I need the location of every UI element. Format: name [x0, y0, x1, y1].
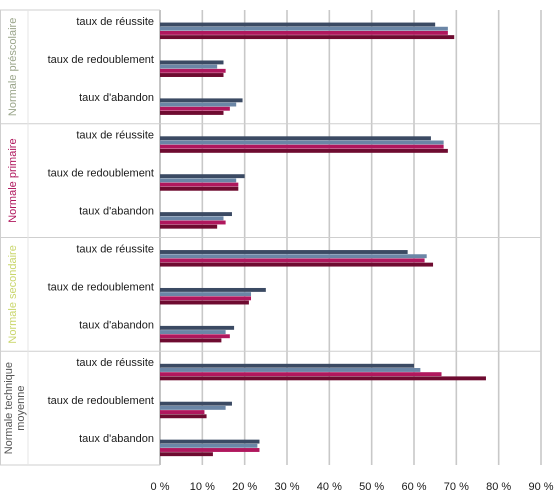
- bar: [160, 212, 232, 217]
- group-separators: [0, 9, 541, 466]
- bar: [160, 35, 455, 40]
- bar: [160, 224, 218, 229]
- group-label-line: moyenne: [15, 385, 27, 430]
- x-tick-label: 30 %: [274, 481, 299, 493]
- row-label: taux de redoublement: [48, 168, 154, 180]
- bar: [160, 300, 249, 305]
- row-label: taux d'abandon: [79, 92, 154, 104]
- bar: [160, 414, 207, 419]
- group-label: Normale préscolaire: [7, 18, 19, 116]
- bar: [160, 178, 237, 183]
- bar: [160, 174, 245, 179]
- bar: [160, 182, 239, 187]
- bar: [160, 136, 431, 141]
- group-label-line: Normale technique: [3, 362, 15, 454]
- bar: [160, 334, 230, 339]
- row-label: taux de redoublement: [48, 281, 154, 293]
- bar: [160, 376, 486, 381]
- bar: [160, 254, 427, 259]
- bar: [160, 140, 444, 145]
- row-label: taux de réussite: [76, 243, 154, 255]
- x-tick-label: 90 %: [528, 481, 553, 493]
- bar: [160, 186, 239, 191]
- bar: [160, 368, 421, 372]
- bar: [160, 325, 235, 330]
- x-tick-label: 70 %: [444, 481, 469, 493]
- bar: [160, 439, 260, 444]
- row-label: taux d'abandon: [79, 206, 154, 218]
- bar: [160, 250, 408, 254]
- bar: [160, 73, 224, 77]
- category-labels: Normale préscolaire taux de réussite taux …: [3, 16, 154, 454]
- bar: [160, 410, 205, 415]
- x-tick-label: 60 %: [401, 481, 426, 493]
- bar: [160, 106, 230, 111]
- bars: [160, 22, 486, 457]
- bar: [160, 110, 224, 115]
- bar: [160, 258, 425, 263]
- bar: [160, 296, 252, 301]
- row-label: taux de redoublement: [48, 54, 154, 66]
- bar: [160, 30, 448, 35]
- x-tick-label: 40 %: [317, 481, 342, 493]
- bar: [160, 98, 243, 103]
- x-tick-label: 20 %: [232, 481, 257, 493]
- row-label: taux de réussite: [76, 357, 154, 369]
- bar: [160, 26, 448, 31]
- x-tick-label: 0 %: [151, 481, 170, 493]
- x-axis-ticks: 0 % 10 % 20 % 30 % 40 % 50 % 60 % 70 % 80 % 90 %: [151, 481, 554, 493]
- bar: [160, 144, 444, 149]
- bar: [160, 148, 448, 153]
- bar: [160, 22, 436, 27]
- x-tick-label: 80 %: [486, 481, 511, 493]
- row-label: taux d'abandon: [79, 433, 154, 445]
- group-label: Normale primaire: [7, 138, 19, 222]
- row-label: taux d'abandon: [79, 319, 154, 331]
- bar: [160, 372, 442, 377]
- bar: [160, 330, 226, 334]
- bar: [160, 287, 266, 292]
- bar: [160, 448, 260, 452]
- bar: [160, 262, 434, 267]
- row-label: taux de redoublement: [48, 395, 154, 407]
- bar: [160, 220, 226, 225]
- bar: [160, 443, 258, 448]
- row-label: taux de réussite: [76, 16, 154, 28]
- bar: [160, 452, 213, 457]
- row-label: taux de réussite: [76, 130, 154, 142]
- bar: [160, 363, 414, 368]
- x-tick-label: 10 %: [190, 481, 215, 493]
- bar: [160, 401, 232, 406]
- bar: [160, 216, 224, 221]
- bar: [160, 405, 226, 410]
- x-tick-label: 50 %: [359, 481, 384, 493]
- group-label: Normale techniquemoyenne: [3, 362, 27, 454]
- bar: [160, 60, 224, 65]
- bar: [160, 64, 218, 69]
- bar: [160, 68, 226, 73]
- group-label: Normale secondaire: [7, 245, 19, 343]
- bar: [160, 102, 237, 107]
- bar: [160, 292, 252, 297]
- bar: [160, 338, 222, 343]
